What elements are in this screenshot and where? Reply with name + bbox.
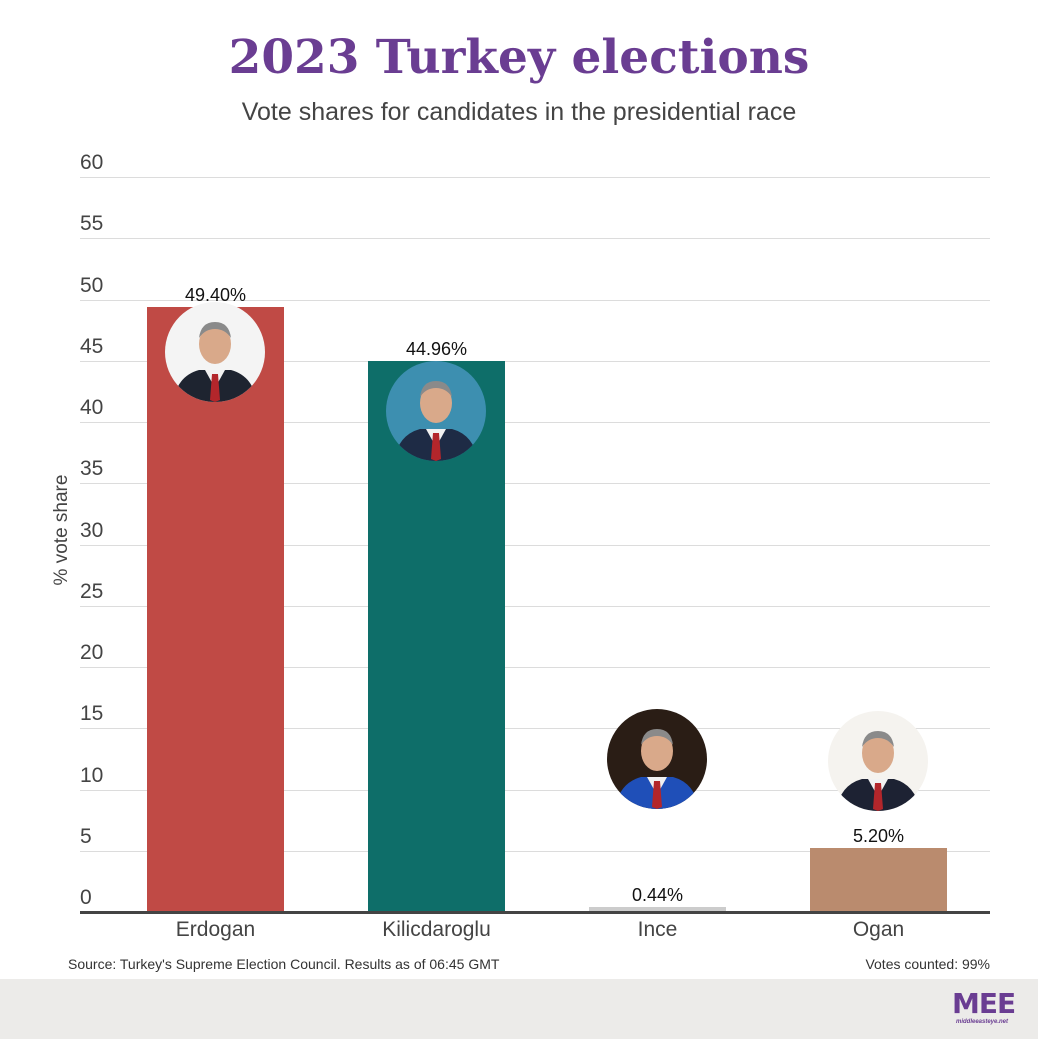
gridline [80, 789, 990, 791]
y-axis-label: % vote share [51, 474, 72, 586]
logo-url: middleeasteye.net [955, 1019, 1009, 1025]
gridline [80, 483, 990, 485]
y-tick-label: 15 [80, 702, 104, 726]
value-label-kilicdaroglu: 44.96% [405, 339, 468, 360]
footer-band [0, 979, 1038, 1039]
portrait-icon [607, 709, 707, 809]
y-tick-label: 40 [80, 396, 104, 419]
bar-ogan [810, 848, 947, 912]
gridline [80, 850, 990, 852]
y-tick-label: 60 [80, 151, 104, 174]
gridline [80, 422, 990, 423]
y-tick-label: 30 [80, 518, 104, 542]
logo-mark: MEE [952, 987, 1016, 1020]
gridline [80, 238, 990, 240]
y-tick-label: 20 [80, 641, 104, 664]
source-note: Source: Turkey's Supreme Election Counci… [68, 956, 500, 972]
bar-ince [589, 906, 726, 912]
bar-chart: % vote share 0 5 10 15 20 25 30 35 40 45 50 55 60 49… [51, 151, 990, 941]
candidate-photo-erdogan [165, 302, 265, 402]
chart-subtitle: Vote shares for candidates in the presid… [241, 98, 797, 126]
y-tick-label: 5 [80, 824, 92, 848]
bar-erdogan [147, 306, 284, 912]
y-tick-label: 35 [80, 457, 104, 481]
value-label-erdogan: 49.40% [184, 284, 247, 305]
x-tick-label-ince: Ince [637, 918, 678, 941]
gridline [80, 360, 990, 362]
y-tick-label: 50 [80, 273, 104, 297]
votes-counted: Votes counted: 99% [865, 956, 990, 972]
value-label-ogan: 5.20% [852, 826, 905, 847]
y-tick-label: 55 [80, 212, 104, 236]
gridline [80, 667, 990, 668]
portrait-icon [165, 302, 265, 402]
gridline [80, 605, 990, 607]
x-tick-label-kilicdaroglu: Kilicdaroglu [382, 918, 491, 941]
value-label-ince: 0.44% [631, 884, 684, 905]
candidate-photo-kilicdaroglu [386, 361, 486, 461]
gridline [80, 177, 990, 178]
portrait-icon [828, 711, 928, 811]
candidate-photo-ince [607, 709, 707, 809]
mee-logo: MEE middleeasteye.net [952, 987, 1016, 1026]
y-tick-label: 10 [80, 763, 104, 787]
gridline [80, 728, 990, 730]
candidate-photo-ogan [828, 711, 928, 811]
chart-title: 2023 Turkey elections [228, 30, 810, 85]
portrait-icon [386, 361, 486, 461]
x-tick-label-ogan: Ogan [852, 918, 905, 941]
gridline [80, 544, 990, 546]
x-axis-line [80, 911, 990, 914]
y-tick-label: 25 [80, 579, 104, 603]
x-tick-label-erdogan: Erdogan [175, 918, 256, 941]
gridline [80, 299, 990, 301]
y-tick-label: 45 [80, 334, 104, 358]
y-tick-label: 0 [80, 886, 92, 909]
